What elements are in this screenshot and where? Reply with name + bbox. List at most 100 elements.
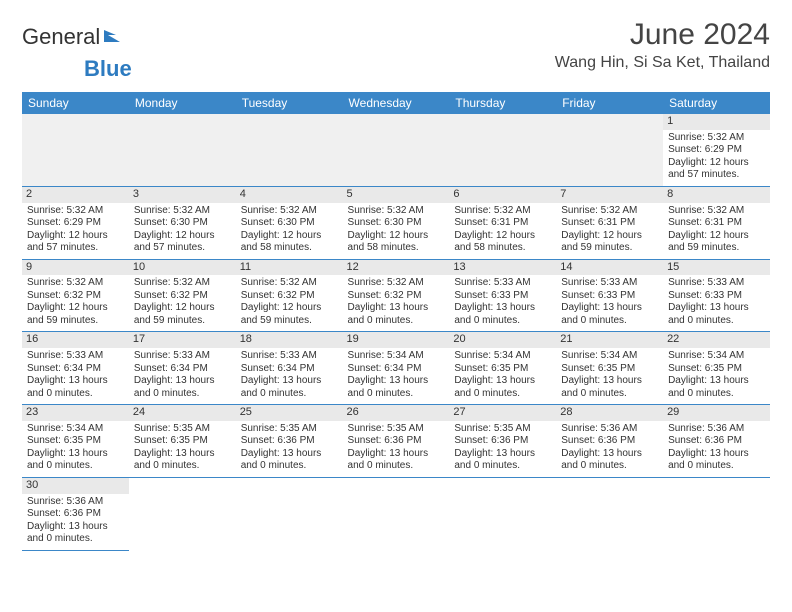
- calendar-day-cell: [129, 114, 236, 186]
- day-info-line: Sunrise: 5:34 AM: [348, 350, 445, 363]
- day-number: 5: [343, 187, 450, 203]
- day-info-line: and 0 minutes.: [454, 460, 551, 473]
- day-info-line: Sunrise: 5:32 AM: [561, 205, 658, 218]
- calendar-day-cell: 14Sunrise: 5:33 AMSunset: 6:33 PMDayligh…: [556, 259, 663, 332]
- day-info-line: and 59 minutes.: [241, 315, 338, 328]
- day-info-line: Daylight: 13 hours: [348, 375, 445, 388]
- month-title: June 2024: [555, 18, 770, 52]
- day-number: 21: [556, 332, 663, 348]
- location: Wang Hin, Si Sa Ket, Thailand: [555, 54, 770, 72]
- calendar-day-cell: 23Sunrise: 5:34 AMSunset: 6:35 PMDayligh…: [22, 405, 129, 478]
- day-number: 10: [129, 260, 236, 276]
- calendar-day-cell: [129, 477, 236, 550]
- calendar-day-cell: 24Sunrise: 5:35 AMSunset: 6:35 PMDayligh…: [129, 405, 236, 478]
- day-info-line: Sunrise: 5:32 AM: [27, 205, 124, 218]
- day-info-line: and 58 minutes.: [348, 242, 445, 255]
- day-info-line: and 59 minutes.: [134, 315, 231, 328]
- day-number: 7: [556, 187, 663, 203]
- day-info-line: Sunrise: 5:33 AM: [668, 277, 765, 290]
- calendar-day-cell: 16Sunrise: 5:33 AMSunset: 6:34 PMDayligh…: [22, 332, 129, 405]
- day-info-line: Sunrise: 5:35 AM: [134, 423, 231, 436]
- day-info-line: Sunrise: 5:33 AM: [561, 277, 658, 290]
- calendar-week-row: 16Sunrise: 5:33 AMSunset: 6:34 PMDayligh…: [22, 332, 770, 405]
- calendar-day-cell: [343, 114, 450, 186]
- calendar-day-cell: 7Sunrise: 5:32 AMSunset: 6:31 PMDaylight…: [556, 186, 663, 259]
- day-info-line: Sunset: 6:30 PM: [348, 217, 445, 230]
- day-info-line: Sunset: 6:32 PM: [241, 290, 338, 303]
- day-info-line: and 0 minutes.: [668, 388, 765, 401]
- day-number: 2: [22, 187, 129, 203]
- flag-icon: [102, 24, 122, 50]
- calendar-week-row: 30Sunrise: 5:36 AMSunset: 6:36 PMDayligh…: [22, 477, 770, 550]
- day-info-line: Daylight: 12 hours: [241, 302, 338, 315]
- calendar-day-cell: 18Sunrise: 5:33 AMSunset: 6:34 PMDayligh…: [236, 332, 343, 405]
- calendar-week-row: 1Sunrise: 5:32 AMSunset: 6:29 PMDaylight…: [22, 114, 770, 186]
- day-info-line: Daylight: 13 hours: [454, 448, 551, 461]
- calendar-day-cell: 25Sunrise: 5:35 AMSunset: 6:36 PMDayligh…: [236, 405, 343, 478]
- day-info-line: Sunrise: 5:32 AM: [454, 205, 551, 218]
- day-info-line: Daylight: 13 hours: [454, 302, 551, 315]
- day-info-line: Sunrise: 5:32 AM: [668, 132, 765, 145]
- day-info-line: Daylight: 12 hours: [454, 230, 551, 243]
- calendar-day-cell: 8Sunrise: 5:32 AMSunset: 6:31 PMDaylight…: [663, 186, 770, 259]
- day-number: 23: [22, 405, 129, 421]
- day-number: 8: [663, 187, 770, 203]
- title-block: June 2024 Wang Hin, Si Sa Ket, Thailand: [555, 18, 770, 72]
- day-info-line: and 0 minutes.: [454, 388, 551, 401]
- day-info-line: and 0 minutes.: [241, 460, 338, 473]
- day-info-line: Daylight: 13 hours: [27, 375, 124, 388]
- calendar-day-cell: 17Sunrise: 5:33 AMSunset: 6:34 PMDayligh…: [129, 332, 236, 405]
- day-info-line: Sunset: 6:35 PM: [454, 363, 551, 376]
- weekday-header: Tuesday: [236, 92, 343, 114]
- weekday-header: Monday: [129, 92, 236, 114]
- day-info-line: Daylight: 12 hours: [27, 302, 124, 315]
- day-info-line: Sunset: 6:33 PM: [668, 290, 765, 303]
- day-number: 13: [449, 260, 556, 276]
- day-number: 15: [663, 260, 770, 276]
- day-info-line: Sunset: 6:29 PM: [668, 144, 765, 157]
- day-info-line: and 0 minutes.: [668, 315, 765, 328]
- day-number: 24: [129, 405, 236, 421]
- day-info-line: Sunrise: 5:32 AM: [348, 205, 445, 218]
- day-info-line: Sunset: 6:30 PM: [241, 217, 338, 230]
- calendar-day-cell: 28Sunrise: 5:36 AMSunset: 6:36 PMDayligh…: [556, 405, 663, 478]
- day-info-line: Sunset: 6:36 PM: [348, 435, 445, 448]
- day-info-line: Sunrise: 5:34 AM: [668, 350, 765, 363]
- day-info-line: Sunset: 6:29 PM: [27, 217, 124, 230]
- day-number: 22: [663, 332, 770, 348]
- day-number: 25: [236, 405, 343, 421]
- day-info-line: Daylight: 13 hours: [241, 375, 338, 388]
- calendar-day-cell: 30Sunrise: 5:36 AMSunset: 6:36 PMDayligh…: [22, 477, 129, 550]
- day-info-line: Daylight: 12 hours: [134, 230, 231, 243]
- day-info-line: Sunrise: 5:32 AM: [241, 205, 338, 218]
- day-info-line: and 0 minutes.: [454, 315, 551, 328]
- day-info-line: and 0 minutes.: [561, 460, 658, 473]
- day-number: 16: [22, 332, 129, 348]
- day-info-line: Daylight: 12 hours: [241, 230, 338, 243]
- day-info-line: Daylight: 13 hours: [668, 302, 765, 315]
- calendar-day-cell: 5Sunrise: 5:32 AMSunset: 6:30 PMDaylight…: [343, 186, 450, 259]
- day-info-line: Daylight: 13 hours: [27, 448, 124, 461]
- calendar-day-cell: [556, 477, 663, 550]
- day-info-line: and 59 minutes.: [561, 242, 658, 255]
- day-number: 19: [343, 332, 450, 348]
- calendar-day-cell: 22Sunrise: 5:34 AMSunset: 6:35 PMDayligh…: [663, 332, 770, 405]
- calendar-table: Sunday Monday Tuesday Wednesday Thursday…: [22, 92, 770, 551]
- day-info-line: Sunset: 6:34 PM: [27, 363, 124, 376]
- logo-text-general: General: [22, 24, 100, 50]
- day-number: 12: [343, 260, 450, 276]
- day-info-line: Sunset: 6:32 PM: [348, 290, 445, 303]
- day-info-line: and 59 minutes.: [668, 242, 765, 255]
- calendar-day-cell: 9Sunrise: 5:32 AMSunset: 6:32 PMDaylight…: [22, 259, 129, 332]
- day-number: 4: [236, 187, 343, 203]
- day-info-line: and 0 minutes.: [348, 460, 445, 473]
- day-number: 27: [449, 405, 556, 421]
- calendar-week-row: 9Sunrise: 5:32 AMSunset: 6:32 PMDaylight…: [22, 259, 770, 332]
- day-info-line: Daylight: 13 hours: [668, 375, 765, 388]
- day-number: 1: [663, 114, 770, 130]
- calendar-day-cell: [663, 477, 770, 550]
- day-number: 20: [449, 332, 556, 348]
- day-info-line: and 57 minutes.: [668, 169, 765, 182]
- day-number: 3: [129, 187, 236, 203]
- day-number: 18: [236, 332, 343, 348]
